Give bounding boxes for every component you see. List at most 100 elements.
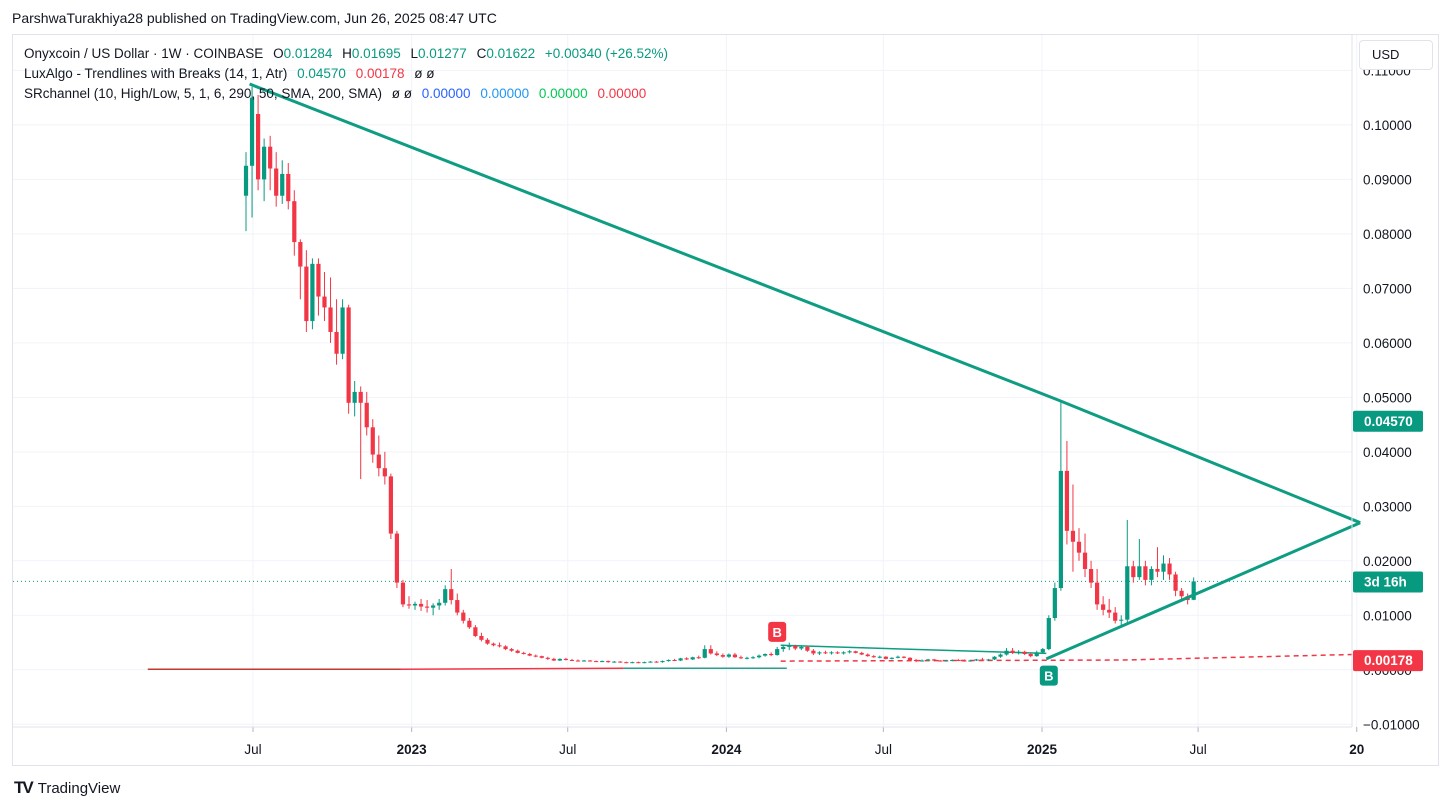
- candle-body: [1052, 588, 1057, 619]
- candle-body: [1040, 649, 1045, 653]
- candle-body: [1070, 530, 1076, 542]
- candlestick-series: [243, 86, 1196, 664]
- break-marker: [768, 621, 787, 642]
- price-tick-label: 0.01000: [1363, 608, 1412, 623]
- time-axis: Jul 2023 Jul 2024 Jul 2025 Jul 20: [13, 726, 1364, 757]
- candle-body: [1173, 574, 1178, 591]
- time-tick-label: 2024: [711, 742, 742, 757]
- price-axis: 0.110000.100000.090000.080000.070000.060…: [1351, 35, 1420, 732]
- candle-body: [479, 636, 484, 640]
- candle-body: [998, 654, 1003, 657]
- trendline: [400, 667, 624, 670]
- candle-body: [992, 656, 997, 660]
- time-tick-label: Jul: [244, 742, 261, 757]
- candle-body: [322, 296, 327, 308]
- indicator-value: 0.00000: [421, 86, 471, 101]
- candle-body: [503, 646, 508, 650]
- candle-body: [1161, 563, 1166, 572]
- break-marker: [1039, 665, 1058, 686]
- candle-body: [853, 651, 858, 653]
- candle-body: [473, 627, 478, 637]
- candle-body: [376, 454, 381, 469]
- candle-body: [744, 657, 750, 659]
- indicator-name: LuxAlgo - Trendlines with Breaks (14, 1,…: [24, 66, 288, 81]
- candle-body: [262, 146, 267, 180]
- candle-body: [950, 659, 955, 661]
- legend-indicator-srchannel[interactable]: SRchannel (10, High/Low, 5, 1, 6, 290, 5…: [24, 84, 668, 104]
- candle-body: [594, 661, 599, 663]
- candle-body: [243, 165, 249, 196]
- candle-body: [1107, 609, 1112, 613]
- ohlc-open: 0.01284: [283, 46, 333, 61]
- candle-body: [268, 146, 273, 169]
- candle-body: [467, 620, 472, 628]
- candle-body: [750, 657, 756, 659]
- break-markers: BB: [768, 621, 1058, 686]
- candle-body: [787, 645, 792, 647]
- candle-body: [720, 655, 725, 657]
- candle-body: [1125, 566, 1130, 620]
- candle-body: [612, 661, 617, 663]
- candle-body: [1022, 651, 1027, 654]
- candle-body: [1088, 568, 1094, 583]
- candle-body: [485, 639, 490, 644]
- candle-body: [352, 391, 357, 403]
- candle-body: [1137, 566, 1142, 578]
- candle-body: [919, 660, 925, 662]
- candle-body: [925, 659, 931, 661]
- candle-body: [913, 659, 919, 662]
- candle-body: [769, 653, 774, 656]
- time-tick-label: Jul: [559, 742, 576, 757]
- candle-body: [449, 589, 454, 601]
- legend-indicator-luxalgo[interactable]: LuxAlgo - Trendlines with Breaks (14, 1,…: [24, 64, 668, 84]
- tradingview-logo-icon: TV: [14, 778, 34, 797]
- candle-body: [696, 657, 701, 659]
- price-label-text: 0.04570: [1364, 414, 1413, 429]
- candle-body: [895, 656, 901, 658]
- indicator-na-values: ø ø: [391, 86, 412, 101]
- candle-body: [1004, 650, 1009, 655]
- indicator-value: 0.00000: [597, 86, 647, 101]
- time-tick-label: Jul: [875, 742, 892, 757]
- candle-body: [443, 589, 448, 603]
- currency-button[interactable]: USD: [1359, 40, 1433, 70]
- trendline: [780, 644, 1047, 655]
- tradingview-footer: TV TradingView: [14, 778, 120, 798]
- candle-body: [461, 612, 466, 621]
- trendline: [780, 653, 1361, 662]
- brand-name: TradingView: [37, 779, 121, 797]
- ohlc-low: 0.01277: [418, 46, 467, 61]
- candle-body: [418, 603, 424, 607]
- candle-body: [1016, 651, 1021, 653]
- candle-body: [618, 661, 623, 663]
- candle-body: [358, 391, 363, 403]
- candle-body: [678, 658, 683, 661]
- candle-body: [1191, 581, 1196, 600]
- candle-body: [1155, 568, 1160, 572]
- candle-body: [1010, 650, 1015, 653]
- price-tick-label: 0.09000: [1363, 172, 1412, 187]
- ohlc-close: 0.01622: [486, 46, 536, 61]
- break-marker-label: B: [772, 625, 781, 640]
- price-tick-label: 0.07000: [1363, 281, 1412, 296]
- candle-body: [799, 646, 804, 649]
- candle-body: [1113, 612, 1118, 621]
- time-tick-label: 20: [1349, 742, 1364, 757]
- candle-body: [877, 656, 882, 658]
- candle-body: [292, 201, 297, 243]
- candle-body: [871, 656, 876, 658]
- candle-body: [1167, 563, 1172, 575]
- candle-body: [1179, 590, 1184, 597]
- candle-body: [274, 168, 279, 196]
- price-tick-label: 0.06000: [1363, 336, 1412, 351]
- ohlc-change: +0.00340 (+26.52%): [544, 46, 669, 61]
- trendline-overlays: [13, 580, 1361, 670]
- candle-body: [280, 173, 285, 196]
- time-tick-label: 2025: [1027, 742, 1058, 757]
- candle-body: [437, 602, 442, 606]
- candle-body: [835, 652, 840, 654]
- chart-grid: [13, 35, 1358, 727]
- symbol-name[interactable]: Onyxcoin / US Dollar · 1W · COINBASE: [24, 46, 264, 61]
- price-labels: 0.04570 3d 16h 0.00178: [1353, 410, 1423, 672]
